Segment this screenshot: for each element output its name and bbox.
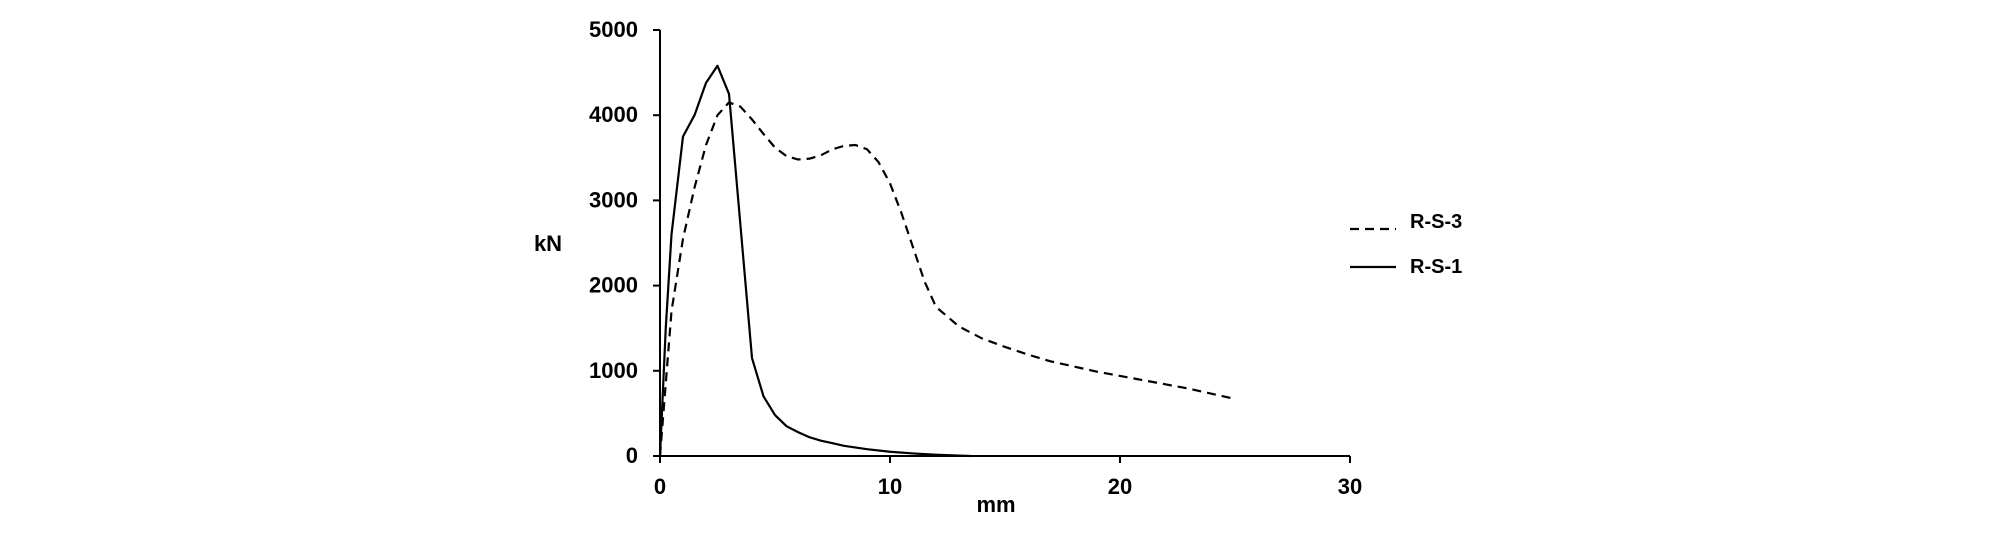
series-line-r-s-3 — [658, 101, 1236, 457]
y-tick-label: 3000 — [589, 187, 638, 212]
y-tick-label: 5000 — [589, 17, 638, 42]
x-tick-label: 30 — [1338, 474, 1362, 499]
y-tick-label: 4000 — [589, 102, 638, 127]
y-tick-label: 2000 — [589, 273, 638, 298]
plot-lines — [658, 64, 1236, 458]
legend: R-S-3 R-S-1 — [1350, 211, 1462, 278]
x-tick-label: 0 — [654, 474, 666, 499]
x-axis-ticks: 0 10 20 30 — [654, 456, 1362, 499]
y-axis-label: kN — [534, 231, 562, 256]
series-line-r-s-1 — [658, 64, 971, 458]
legend-label-r-s-1: R-S-1 — [1410, 256, 1462, 278]
x-tick-label: 20 — [1108, 474, 1132, 499]
y-tick-label: 0 — [626, 443, 638, 468]
y-tick-label: 1000 — [589, 358, 638, 383]
x-axis-label: mm — [976, 492, 1015, 517]
x-tick-label: 10 — [878, 474, 902, 499]
y-axis-ticks: 0 1000 2000 3000 4000 5000 — [589, 17, 660, 468]
legend-label-r-s-3: R-S-3 — [1410, 211, 1462, 233]
